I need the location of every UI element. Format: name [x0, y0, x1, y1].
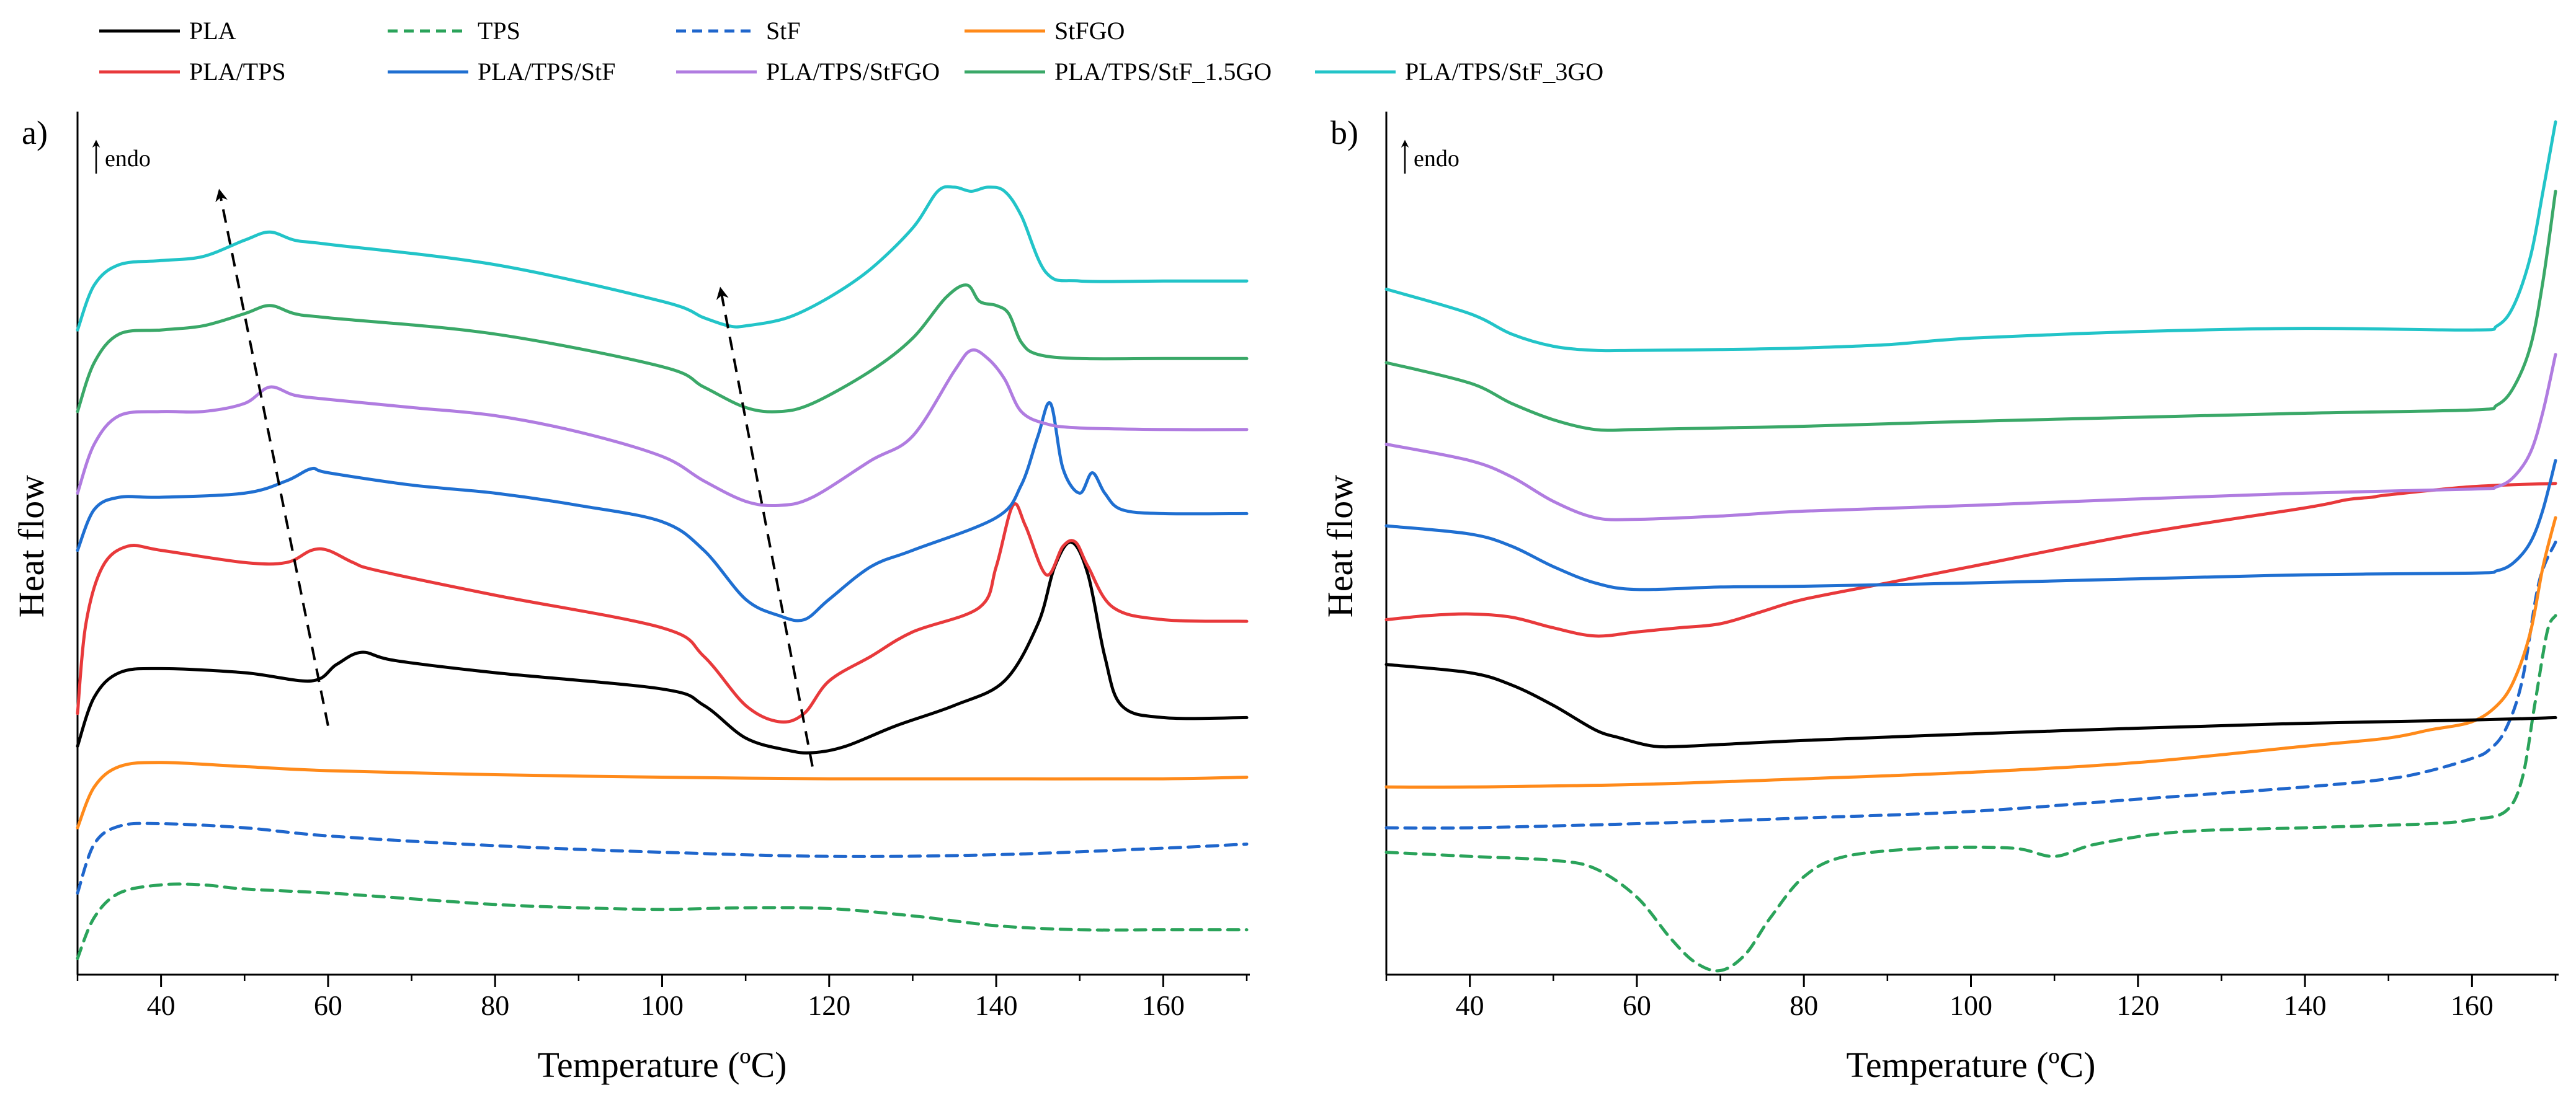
- x-tick-label: 60: [314, 990, 342, 1021]
- legend-entry-pla-tps-stf-3go: PLA/TPS/StF_3GO: [1315, 58, 1603, 86]
- series-line-pla-tps: [1384, 482, 2557, 638]
- legend-label: StFGO: [1054, 17, 1125, 45]
- series-line-tps: [76, 882, 1249, 960]
- endo-label: endo: [105, 146, 151, 172]
- y-axis-label: Heat flow: [1320, 475, 1360, 618]
- series-line-pla-tps-stf-1-5go: [76, 283, 1249, 414]
- series-line-pla-tps-stfgo: [76, 348, 1249, 508]
- legend-label: PLA/TPS/StF_3GO: [1405, 58, 1603, 86]
- legend-entry-pla: PLA: [99, 17, 236, 45]
- legend-label: StF: [766, 17, 801, 45]
- series-line-stfgo: [76, 761, 1249, 830]
- trend-arrow: [215, 188, 329, 726]
- series-line-pla-tps-stf-3go: [1384, 120, 2557, 353]
- legend-label: PLA: [189, 17, 236, 45]
- panel-label: b): [1330, 114, 1358, 151]
- x-axis-label: Temperature (ºC): [1846, 1045, 2095, 1085]
- x-tick-label: 100: [641, 990, 684, 1021]
- legend-entry-pla-tps-stf: PLA/TPS/StF: [388, 58, 615, 86]
- panel-b: 40 60 80 100 120 140 160 Temperature (ºC) Heat f…: [1320, 112, 2559, 1085]
- x-tick-label: 60: [1623, 990, 1651, 1021]
- x-axis-label: Temperature (ºC): [537, 1045, 787, 1085]
- series-line-pla: [1384, 663, 2557, 749]
- x-tick-label: 80: [481, 990, 509, 1021]
- x-tick-label: 160: [2451, 990, 2494, 1021]
- legend-label: PLA/TPS/StF_1.5GO: [1054, 58, 1272, 86]
- series-line-pla-tps-stfgo: [1384, 353, 2557, 521]
- legend: PLA TPS StF StFGO PLA/TPS PLA/TPS/StF PLA/TPS/…: [99, 17, 1603, 86]
- x-tick-label: 80: [1789, 990, 1818, 1021]
- series-line-stf: [1384, 540, 2557, 830]
- panel-a: 40 60 80 100 120 140 160 Temperature (ºC) Heat f…: [11, 112, 1250, 1085]
- series-line-pla-tps-stf: [76, 401, 1249, 622]
- legend-entry-pla-tps: PLA/TPS: [99, 58, 286, 86]
- series-line-stf: [76, 822, 1249, 895]
- x-tick-label: 100: [1950, 990, 1992, 1021]
- x-tick-label: 40: [1456, 990, 1484, 1021]
- series-line-pla-tps-stf: [1384, 459, 2557, 591]
- panel-label: a): [22, 114, 48, 151]
- x-tick-label: 160: [1142, 990, 1185, 1021]
- legend-entry-pla-tps-stf-1-5go: PLA/TPS/StF_1.5GO: [965, 58, 1272, 86]
- legend-label: TPS: [478, 17, 520, 45]
- x-tick-label: 120: [2116, 990, 2159, 1021]
- series-line-pla-tps: [76, 502, 1249, 724]
- y-axis-label: Heat flow: [11, 475, 51, 618]
- legend-entry-stf: StF: [676, 17, 801, 45]
- series-line-pla-tps-stf-1-5go: [1384, 190, 2557, 432]
- series-line-pla-tps-stf-3go: [76, 185, 1249, 332]
- endo-label: endo: [1414, 146, 1460, 172]
- legend-entry-pla-tps-stfgo: PLA/TPS/StFGO: [676, 58, 940, 86]
- legend-label: PLA/TPS/StF: [478, 58, 615, 86]
- series-line-pla: [76, 540, 1249, 755]
- x-tick-label: 120: [808, 990, 850, 1021]
- legend-label: PLA/TPS/StFGO: [766, 58, 940, 86]
- legend-label: PLA/TPS: [189, 58, 286, 86]
- legend-entry-stfgo: StFGO: [965, 17, 1125, 45]
- series-line-tps: [1384, 614, 2557, 973]
- trend-arrow: [716, 286, 814, 767]
- series-line-stfgo: [1384, 516, 2557, 789]
- x-tick-label: 140: [2284, 990, 2327, 1021]
- x-tick-label: 40: [147, 990, 176, 1021]
- legend-entry-tps: TPS: [388, 17, 520, 45]
- x-tick-label: 140: [975, 990, 1018, 1021]
